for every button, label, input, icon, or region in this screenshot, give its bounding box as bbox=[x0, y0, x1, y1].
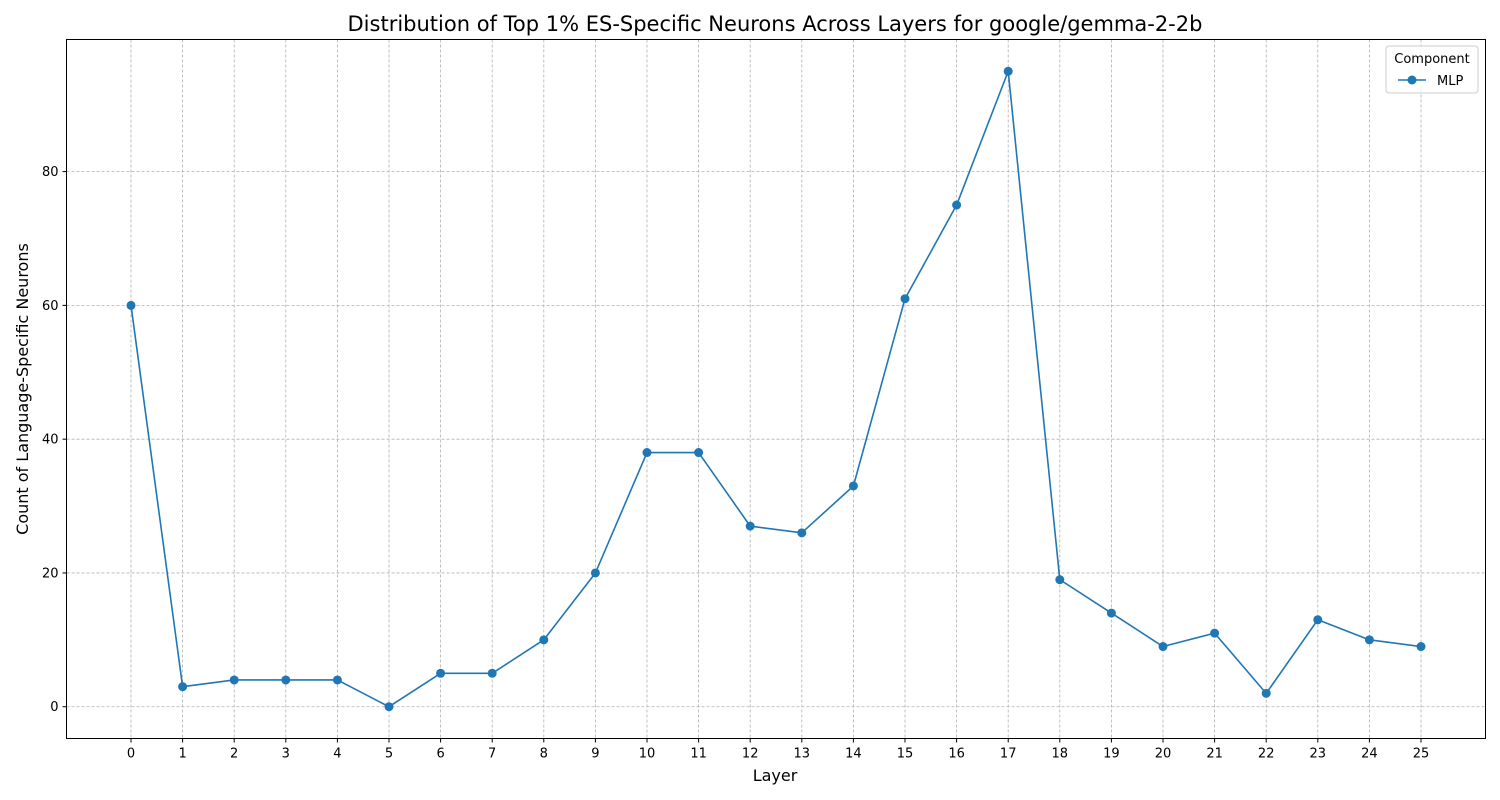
data-point bbox=[1261, 688, 1271, 698]
data-point bbox=[178, 682, 188, 692]
data-point bbox=[745, 521, 755, 531]
y-tick-label: 20 bbox=[42, 566, 59, 581]
x-tick-label: 15 bbox=[897, 747, 914, 762]
legend-label-mlp: MLP bbox=[1437, 74, 1463, 89]
x-tick-label: 8 bbox=[540, 747, 548, 762]
x-tick-label: 4 bbox=[333, 747, 341, 762]
data-point bbox=[1055, 575, 1065, 585]
data-point bbox=[1313, 615, 1323, 625]
legend-title: Component bbox=[1394, 52, 1469, 67]
x-axis-label: Layer bbox=[753, 766, 798, 785]
data-point bbox=[1210, 628, 1220, 638]
data-point bbox=[1003, 66, 1013, 76]
data-point bbox=[694, 448, 704, 458]
data-point bbox=[797, 528, 807, 538]
x-tick-label: 20 bbox=[1155, 747, 1172, 762]
data-point bbox=[539, 635, 549, 645]
x-tick-label: 25 bbox=[1413, 747, 1430, 762]
plot-frame bbox=[66, 39, 1486, 739]
data-point bbox=[1106, 608, 1116, 618]
x-tick-label: 19 bbox=[1103, 747, 1120, 762]
x-tick-label: 7 bbox=[488, 747, 496, 762]
x-tick-label: 2 bbox=[230, 747, 238, 762]
data-point bbox=[281, 675, 291, 685]
x-tick-label: 1 bbox=[178, 747, 186, 762]
x-tick-label: 16 bbox=[948, 747, 965, 762]
x-tick-label: 22 bbox=[1258, 747, 1275, 762]
data-point bbox=[590, 568, 600, 578]
x-tick-label: 17 bbox=[1000, 747, 1017, 762]
data-point bbox=[487, 668, 497, 678]
data-point bbox=[384, 702, 394, 712]
data-point bbox=[1158, 642, 1168, 652]
series-line-mlp bbox=[130, 70, 1422, 708]
grid-lines bbox=[66, 39, 1486, 739]
data-point bbox=[848, 481, 858, 491]
chart-title: Distribution of Top 1% ES-Specific Neuro… bbox=[348, 12, 1203, 36]
data-point bbox=[642, 448, 652, 458]
x-tick-label: 18 bbox=[1052, 747, 1069, 762]
y-tick-label: 60 bbox=[42, 299, 59, 314]
x-tick-label: 0 bbox=[127, 747, 135, 762]
legend-marker-mlp bbox=[1407, 75, 1417, 85]
x-tick-label: 9 bbox=[591, 747, 599, 762]
y-tick-label: 40 bbox=[42, 433, 59, 448]
series-layer bbox=[126, 66, 1426, 712]
axis-ticks: 0 1 2 3 4 5 6 7 8 9 10 11 12 13 14 15 16 17 18 19 20 21 22 23 24… bbox=[42, 165, 1429, 761]
data-point bbox=[1416, 642, 1426, 652]
x-tick-label: 6 bbox=[436, 747, 444, 762]
x-tick-label: 21 bbox=[1206, 747, 1223, 762]
data-point bbox=[332, 675, 342, 685]
x-tick-label: 13 bbox=[794, 747, 811, 762]
data-point bbox=[952, 200, 962, 210]
data-point bbox=[229, 675, 239, 685]
data-point bbox=[900, 294, 910, 304]
legend: Component MLP bbox=[1385, 45, 1479, 94]
y-tick-label: 0 bbox=[50, 700, 58, 715]
y-axis-label: Count of Language-Specific Neurons bbox=[13, 243, 32, 535]
data-point bbox=[1364, 635, 1374, 645]
data-point bbox=[126, 300, 136, 310]
x-tick-label: 10 bbox=[639, 747, 656, 762]
x-tick-label: 12 bbox=[742, 747, 759, 762]
x-tick-label: 11 bbox=[690, 747, 707, 762]
x-tick-label: 14 bbox=[845, 747, 862, 762]
y-tick-label: 80 bbox=[42, 165, 59, 180]
x-tick-label: 23 bbox=[1310, 747, 1327, 762]
x-tick-label: 5 bbox=[385, 747, 393, 762]
data-point bbox=[436, 668, 446, 678]
x-tick-label: 3 bbox=[282, 747, 290, 762]
x-tick-label: 24 bbox=[1361, 747, 1378, 762]
